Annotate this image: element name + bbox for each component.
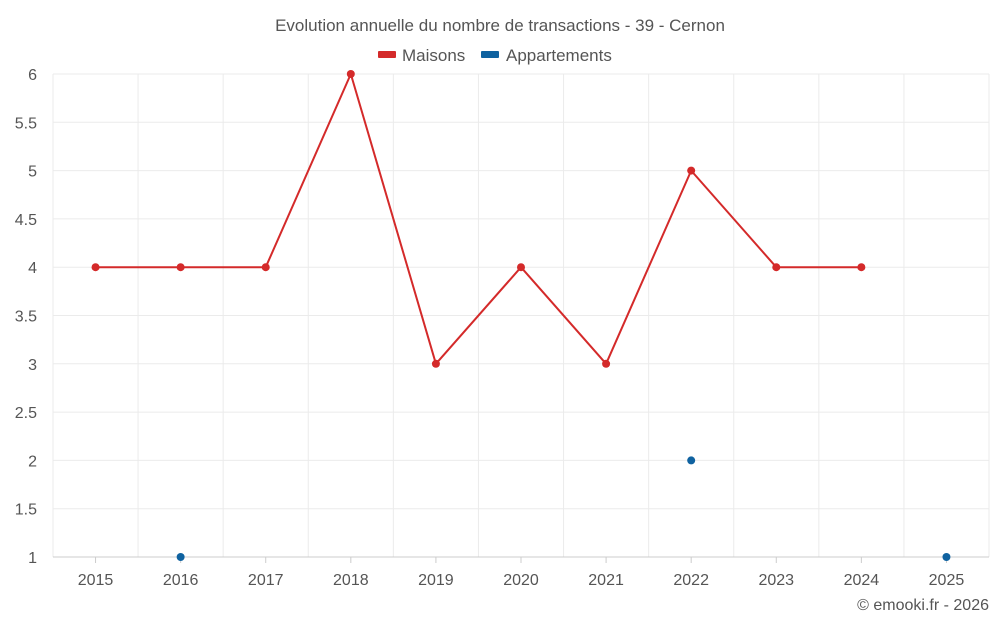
data-point-maisons-2019[interactable] — [431, 359, 440, 368]
legend-swatch-appartements — [481, 51, 499, 58]
data-point-maisons-2016[interactable] — [176, 263, 185, 272]
credit-text: © emooki.fr - 2026 — [857, 597, 989, 614]
x-tick-label: 2019 — [418, 572, 454, 589]
y-tick-label: 2 — [28, 453, 37, 470]
data-point-appartements-2022[interactable] — [687, 456, 696, 465]
x-tick-label: 2021 — [588, 572, 624, 589]
data-point-maisons-2015[interactable] — [91, 263, 100, 272]
x-tick-label: 2020 — [503, 572, 539, 589]
x-tick-label: 2018 — [333, 572, 369, 589]
x-tick-label: 2017 — [248, 572, 284, 589]
y-tick-label: 3 — [28, 357, 37, 374]
x-tick-label: 2024 — [844, 572, 880, 589]
series-appartements — [176, 456, 951, 561]
y-tick-label: 4.5 — [15, 212, 37, 229]
grid — [52, 73, 990, 557]
x-tick-label: 2016 — [163, 572, 199, 589]
legend: Maisons Appartements — [378, 46, 612, 65]
y-tick-label: 5.5 — [15, 115, 37, 132]
y-tick-label: 5 — [28, 164, 37, 181]
legend-item-appartements[interactable]: Appartements — [481, 46, 612, 65]
x-tick-label: 2015 — [78, 572, 114, 589]
legend-item-maisons[interactable]: Maisons — [378, 46, 465, 65]
x-tick-label: 2023 — [758, 572, 794, 589]
data-point-appartements-2025[interactable] — [942, 553, 951, 561]
y-tick-label: 4 — [28, 260, 37, 277]
x-tick-label: 2022 — [673, 572, 709, 589]
data-point-maisons-2022[interactable] — [687, 166, 696, 175]
data-point-maisons-2023[interactable] — [772, 263, 781, 272]
axes: 1 1.5 2 2.5 3 3.5 4 4.5 5 5.5 6 2015 2016 2017 2018 201… — [15, 67, 989, 589]
data-point-maisons-2024[interactable] — [857, 263, 866, 272]
x-tick-label: 2025 — [929, 572, 965, 589]
y-tick-label: 1 — [28, 550, 37, 567]
y-tick-label: 2.5 — [15, 405, 37, 422]
y-tick-label: 1.5 — [15, 502, 37, 519]
series — [91, 70, 951, 561]
chart-title: Evolution annuelle du nombre de transact… — [275, 16, 725, 35]
y-tick-label: 3.5 — [15, 309, 37, 326]
series-line-maisons — [94, 73, 863, 365]
series-maisons — [91, 70, 866, 368]
legend-label-maisons: Maisons — [402, 46, 465, 65]
data-point-maisons-2018[interactable] — [346, 70, 355, 78]
data-point-maisons-2021[interactable] — [602, 359, 611, 368]
y-tick-label: 6 — [28, 67, 37, 84]
data-point-maisons-2020[interactable] — [517, 263, 525, 272]
data-point-appartements-2016[interactable] — [176, 553, 185, 561]
data-point-maisons-2017[interactable] — [261, 263, 270, 272]
legend-label-appartements: Appartements — [506, 46, 612, 65]
legend-swatch-maisons — [378, 51, 396, 58]
